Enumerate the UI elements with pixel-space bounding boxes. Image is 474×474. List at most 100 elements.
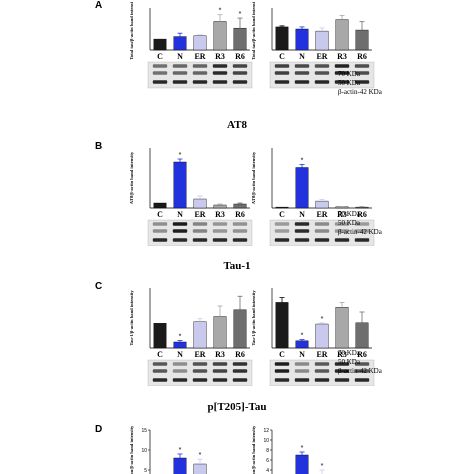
blot-labels-b: 70 KDa 50 KDa β-actin-42 KDa — [338, 210, 382, 237]
blot-band — [232, 369, 248, 373]
blot-band — [152, 229, 168, 233]
blot-label-50: 50 KDa — [338, 219, 360, 227]
category-label-r3: R3 — [215, 52, 225, 61]
chart-d-left: p[T205]-Tau/β-actin band intensity151050… — [129, 425, 207, 474]
bar-n — [173, 457, 187, 474]
y-axis-label: p[T205]-Tau/β-actin band intensity — [129, 425, 134, 474]
blot-band — [232, 238, 248, 242]
blot-band — [334, 238, 350, 242]
blot-band — [212, 238, 228, 242]
blot-band — [212, 369, 228, 373]
section-title-pt205: p[T205]-Tau — [207, 401, 267, 413]
blot-band — [152, 80, 168, 84]
bar-r3 — [213, 204, 227, 209]
blot-band — [354, 369, 370, 373]
blot-band — [274, 362, 290, 366]
bar-c — [275, 206, 289, 209]
significance-marker: * — [179, 334, 182, 341]
y-tick-label: 5 — [144, 468, 147, 474]
bar-r3 — [213, 316, 227, 349]
bar-n — [295, 340, 309, 349]
blot-band — [152, 222, 168, 226]
western-blot-image — [269, 219, 375, 246]
y-tick-label: 6 — [266, 458, 269, 464]
chart-b-right: AT8/β-actin band intensity C * N ER R3 R6 — [251, 148, 375, 246]
significance-marker: * — [219, 8, 222, 15]
category-label-n: N — [177, 210, 183, 219]
category-label-n: N — [299, 350, 305, 359]
bar-er — [193, 35, 207, 51]
significance-marker: * — [179, 447, 182, 454]
bar-er — [315, 323, 329, 349]
blot-band — [212, 378, 228, 382]
bar-c — [153, 323, 167, 349]
category-label-r3: R3 — [337, 210, 347, 219]
blot-band — [172, 378, 188, 382]
blot-band — [354, 222, 370, 226]
bar-r6 — [355, 29, 369, 51]
category-label-r6: R6 — [235, 52, 245, 61]
y-axis-label: AT8/β-actin band intensity — [129, 151, 134, 204]
blot-band — [172, 362, 188, 366]
blot-band — [334, 378, 350, 382]
blot-band — [314, 238, 330, 242]
blot-band — [334, 362, 350, 366]
blot-band — [294, 71, 310, 75]
bar-n — [173, 36, 187, 51]
blot-band — [192, 229, 208, 233]
bar-er — [193, 463, 207, 474]
blot-band — [172, 369, 188, 373]
category-label-r6: R6 — [357, 210, 367, 219]
blot-band — [152, 238, 168, 242]
western-blot-image — [269, 359, 375, 386]
panel-letter-b: B — [95, 141, 103, 152]
blot-band — [314, 80, 330, 84]
blot-band — [314, 229, 330, 233]
significance-marker: * — [321, 316, 324, 323]
blot-band — [192, 80, 208, 84]
y-axis-label: AT8/β-actin band intensity — [251, 151, 256, 204]
category-label-n: N — [177, 350, 183, 359]
blot-band — [274, 229, 290, 233]
panel-letter-c: C — [95, 281, 103, 292]
chart-d-right: p[T205]-Tau/β-actin band intensity 12 10 8 6… — [251, 425, 325, 474]
category-label-n: N — [299, 210, 305, 219]
blot-band — [172, 238, 188, 242]
blot-band — [274, 378, 290, 382]
blot-band — [152, 378, 168, 382]
blot-band — [294, 64, 310, 68]
y-axis-label: Tau-1/β-actin band intensity — [129, 290, 134, 346]
category-label-er: ER — [316, 210, 327, 219]
blot-band — [314, 64, 330, 68]
category-label-er: ER — [316, 350, 327, 359]
blot-band — [334, 80, 350, 84]
significance-marker: * — [199, 452, 202, 459]
y-axis-label: p[T205]-Tau/β-actin band intensity — [251, 425, 256, 474]
bar-r6 — [355, 322, 369, 349]
y-tick-label: 10 — [141, 448, 147, 454]
category-label-r6: R6 — [235, 350, 245, 359]
category-label-r6: R6 — [235, 210, 245, 219]
significance-marker: * — [301, 333, 304, 340]
blot-band — [334, 369, 350, 373]
blot-band — [354, 378, 370, 382]
category-label-er: ER — [194, 52, 205, 61]
blot-band — [192, 222, 208, 226]
blot-label-actin: β-actin-42 KDa — [338, 228, 382, 236]
blot-band — [274, 71, 290, 75]
western-blot-image — [147, 219, 253, 246]
western-blot-image — [147, 61, 253, 89]
blot-band — [354, 80, 370, 84]
significance-marker: * — [321, 463, 324, 470]
blot-band — [172, 222, 188, 226]
category-label-c: C — [157, 52, 163, 61]
blot-label-50: 50 KDa — [338, 358, 360, 366]
chart-a-left: Total tau/β-actin band intensity C N ER * R3 *… — [129, 2, 253, 89]
bar-n — [173, 161, 187, 209]
blot-band — [232, 64, 248, 68]
category-label-r3: R3 — [337, 52, 347, 61]
blot-band — [172, 229, 188, 233]
category-label-er: ER — [316, 52, 327, 61]
panel-letter-a: A — [95, 0, 103, 11]
blot-band — [274, 64, 290, 68]
